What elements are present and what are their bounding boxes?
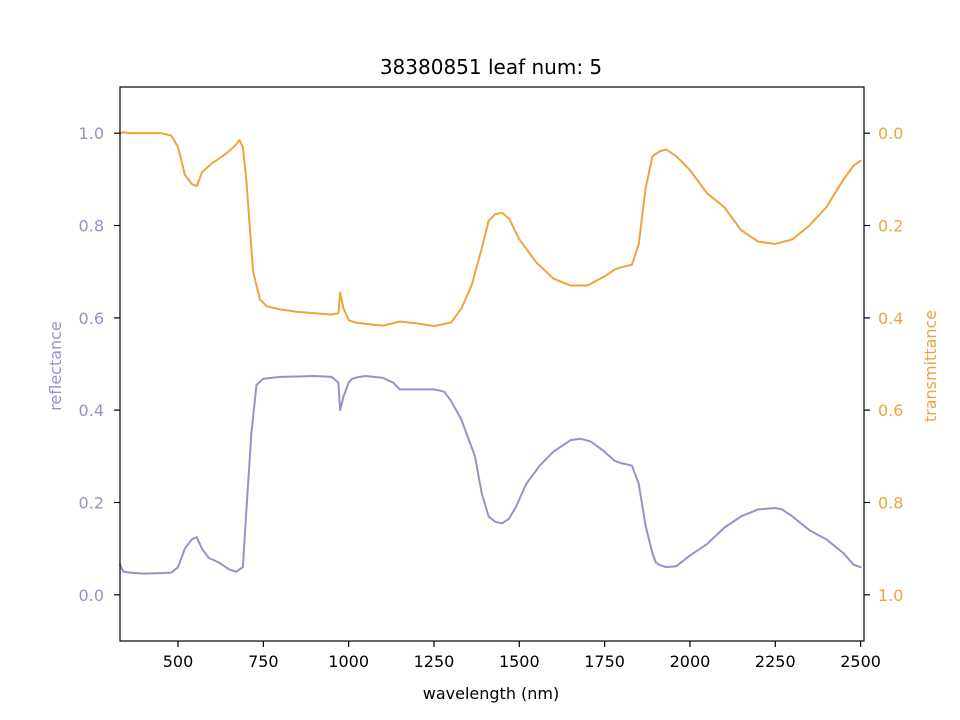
x-tick-label: 1500 — [499, 652, 540, 671]
y-left-tick-label: 0.6 — [79, 309, 104, 328]
transmittance-series-line — [119, 131, 862, 328]
x-tick-label: 1750 — [584, 652, 625, 671]
x-tick-label: 2500 — [840, 652, 881, 671]
y-right-tick-label: 0.0 — [878, 124, 903, 143]
axes-layer: 500 750 1000 1250 1500 1750 2000 2250 2500 0.0 0.2… — [79, 86, 903, 671]
y-right-tick-label: 0.4 — [878, 309, 903, 328]
y-right-tick-label: 1.0 — [878, 586, 903, 605]
x-tick-label: 750 — [248, 652, 279, 671]
y-left-tick-label: 1.0 — [79, 124, 104, 143]
y-right-tick-label: 0.6 — [878, 401, 903, 420]
y-left-tick-label: 0.2 — [79, 494, 104, 513]
series-layer — [119, 131, 862, 575]
y-left-tick-label: 0.0 — [79, 586, 104, 605]
x-tick-label: 500 — [163, 652, 194, 671]
y-right-axis-label: transmittance — [921, 310, 940, 422]
x-tick-label: 1250 — [414, 652, 455, 671]
y-left-tick-label: 0.4 — [79, 401, 104, 420]
y-right-tick-label: 0.2 — [878, 217, 903, 236]
plot-frame — [119, 86, 865, 642]
x-axis-label: wavelength (nm) — [423, 684, 560, 703]
chart-title: 38380851 leaf num: 5 — [380, 55, 602, 79]
y-left-tick-label: 0.8 — [79, 217, 104, 236]
x-tick-label: 1000 — [328, 652, 369, 671]
y-left-axis-label: reflectance — [46, 321, 65, 411]
x-tick-label: 2250 — [755, 652, 796, 671]
y-right-tick-label: 0.8 — [878, 494, 903, 513]
x-tick-label: 2000 — [670, 652, 711, 671]
reflectance-series-line — [119, 375, 862, 575]
